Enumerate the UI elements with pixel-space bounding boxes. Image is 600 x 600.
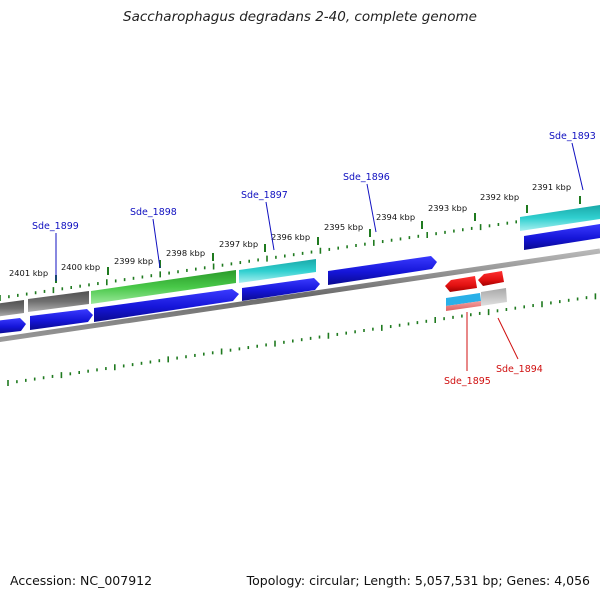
gene-label: Sde_1894 (496, 364, 543, 375)
gene-leader-line (152, 218, 161, 269)
kbp-label: 2398 kbp (166, 248, 205, 258)
gene-sde-1898 (91, 270, 236, 304)
gene-red-2 (478, 271, 504, 286)
gene-row-plus-lower (0, 224, 600, 334)
gene-label: Sde_1893 (549, 131, 596, 142)
kbp-label: 2397 kbp (219, 239, 258, 249)
kbp-label: 2396 kbp (271, 232, 310, 242)
kbp-label: 2393 kbp (428, 203, 467, 213)
genome-summary: Topology: circular; Length: 5,057,531 bp… (246, 573, 590, 588)
gene-blue-5 (328, 256, 437, 285)
gene-gray (28, 291, 89, 312)
gene-red-1 (445, 276, 477, 292)
gene-blue-6 (524, 224, 600, 250)
gene-sde-1893 (520, 205, 600, 231)
kbp-label: 2391 kbp (532, 182, 571, 192)
tick-row-lower (7, 293, 597, 386)
gene-leader-line (265, 201, 275, 251)
gene-blue-1 (0, 318, 26, 334)
gene-sde-1895-sub (446, 301, 481, 311)
gene-leader-line (366, 183, 377, 233)
kbp-label: 2392 kbp (480, 192, 519, 202)
gene-sde-1895 (446, 293, 481, 306)
kbp-label: 2395 kbp (324, 222, 363, 232)
gene-label: Sde_1898 (130, 207, 177, 218)
gene-label-group: Sde_1899 Sde_1898 Sde_1897 Sde_1896 Sde_1893… (32, 131, 596, 387)
gene-gray-left (0, 300, 24, 317)
gene-label: Sde_1897 (241, 190, 288, 201)
gene-label: Sde_1895 (444, 376, 491, 387)
gene-leader-line (571, 142, 584, 191)
backbone (0, 248, 600, 343)
backbone-main (0, 248, 600, 343)
kbp-label: 2394 kbp (376, 212, 415, 222)
gene-blue-3 (94, 289, 239, 322)
map-title: Saccharophagus degradans 2-40, complete … (123, 9, 477, 25)
gene-blue-2 (30, 309, 93, 330)
gene-row-plus-upper (0, 205, 600, 317)
accession-label: Accession: NC_007912 (10, 573, 153, 588)
gene-blue-4 (242, 278, 320, 301)
gene-label: Sde_1899 (32, 221, 79, 232)
kbp-label: 2400 kbp (61, 262, 100, 272)
gene-row-minus (445, 271, 507, 311)
gene-leader-line (497, 317, 519, 360)
kbp-label: 2401 kbp (9, 268, 48, 278)
gene-label: Sde_1896 (343, 172, 390, 183)
gene-sde-1894 (481, 288, 507, 306)
kbp-label: 2399 kbp (114, 256, 153, 266)
kbp-label-group: 2401 kbp 2400 kbp 2399 kbp 2398 kbp 2397 kbp… (9, 182, 581, 283)
gene-sde-1897 (239, 259, 316, 283)
